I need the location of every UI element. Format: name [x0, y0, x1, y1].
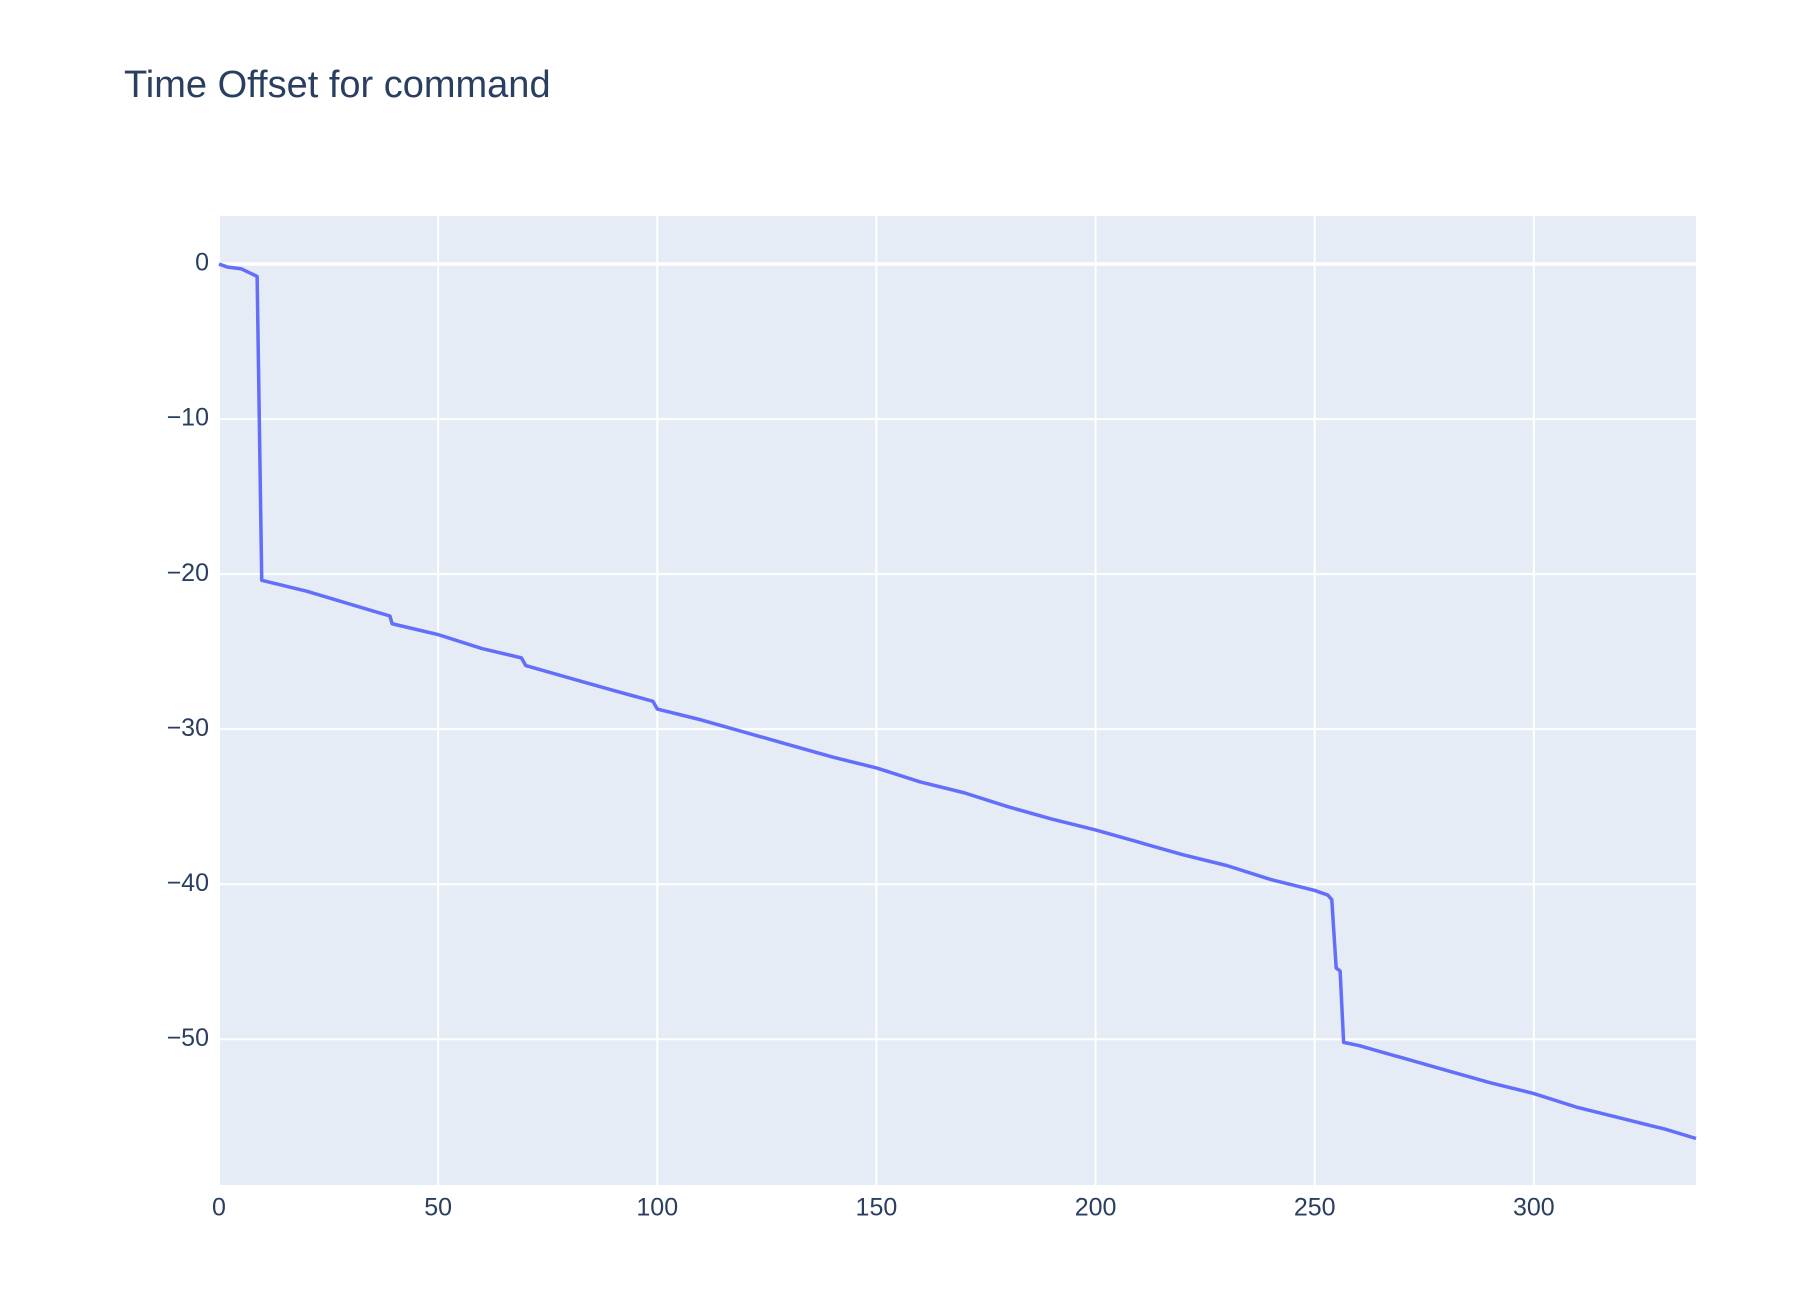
y-tick-label: −50 [167, 1024, 209, 1052]
x-tick-label: 100 [636, 1194, 678, 1222]
y-tick-label: 0 [195, 249, 209, 277]
y-tick-label: −40 [167, 869, 209, 897]
data-line [218, 262, 1697, 1141]
y-tick-label: −30 [167, 714, 209, 742]
x-tick-label: 250 [1294, 1194, 1336, 1222]
x-tick-label: 200 [1075, 1194, 1117, 1222]
x-tick-label: 300 [1513, 1194, 1555, 1222]
x-tick-label: 0 [212, 1194, 226, 1222]
x-tick-label: 150 [856, 1194, 898, 1222]
plot-area [219, 216, 1696, 1185]
chart-title: Time Offset for command [124, 64, 551, 106]
y-tick-label: −20 [167, 559, 209, 587]
x-tick-label: 50 [424, 1194, 452, 1222]
y-tick-label: −10 [167, 404, 209, 432]
